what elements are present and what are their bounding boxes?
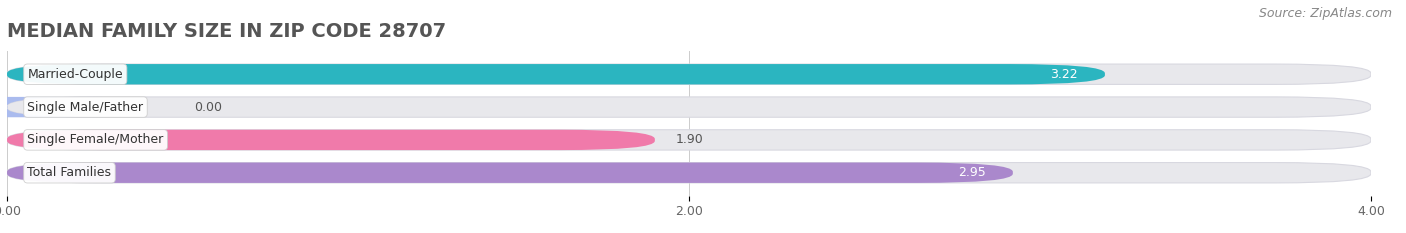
Text: Single Male/Father: Single Male/Father <box>28 101 143 113</box>
Text: Total Families: Total Families <box>28 166 111 179</box>
Text: Single Female/Mother: Single Female/Mother <box>28 134 163 146</box>
FancyBboxPatch shape <box>7 163 1012 183</box>
FancyBboxPatch shape <box>7 64 1371 84</box>
FancyBboxPatch shape <box>7 97 1371 117</box>
FancyBboxPatch shape <box>7 163 1371 183</box>
Text: Married-Couple: Married-Couple <box>28 68 124 81</box>
Text: MEDIAN FAMILY SIZE IN ZIP CODE 28707: MEDIAN FAMILY SIZE IN ZIP CODE 28707 <box>7 22 446 41</box>
Text: 3.22: 3.22 <box>1050 68 1077 81</box>
Text: 1.90: 1.90 <box>675 134 703 146</box>
FancyBboxPatch shape <box>7 130 1371 150</box>
FancyBboxPatch shape <box>0 97 103 117</box>
FancyBboxPatch shape <box>7 130 655 150</box>
Text: Source: ZipAtlas.com: Source: ZipAtlas.com <box>1258 7 1392 20</box>
Text: 0.00: 0.00 <box>194 101 222 113</box>
Text: 2.95: 2.95 <box>957 166 986 179</box>
FancyBboxPatch shape <box>7 64 1105 84</box>
